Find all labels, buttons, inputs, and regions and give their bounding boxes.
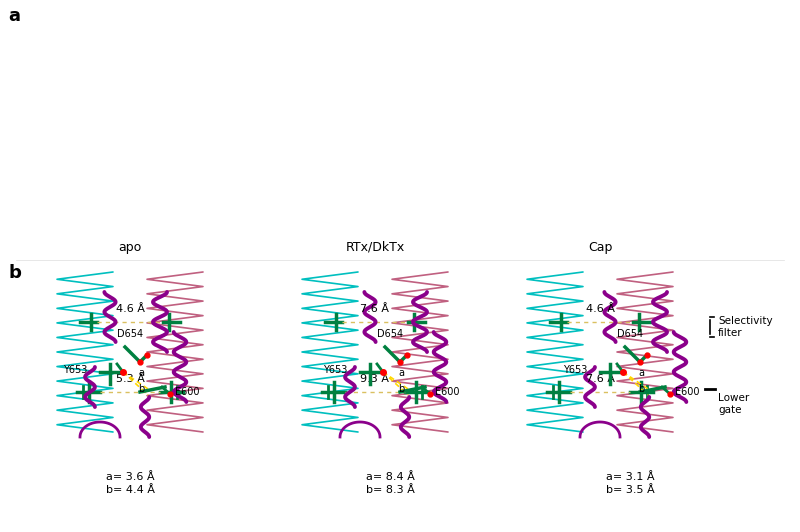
Text: b: b (138, 384, 145, 394)
Text: RTx/DkTx: RTx/DkTx (346, 241, 405, 254)
Text: b: b (8, 264, 21, 282)
Text: 9.3 Å: 9.3 Å (361, 374, 390, 384)
Text: a: a (138, 368, 145, 378)
Text: apo: apo (118, 241, 142, 254)
Text: Selectivity
filter: Selectivity filter (718, 316, 773, 338)
Text: 7.6 Å: 7.6 Å (361, 304, 390, 314)
Text: a: a (638, 368, 645, 378)
Text: Y653: Y653 (62, 365, 87, 375)
Text: 5.3 Å: 5.3 Å (115, 374, 145, 384)
Text: Lower
gate: Lower gate (718, 393, 750, 414)
Text: b= 4.4 Å: b= 4.4 Å (106, 485, 154, 495)
Text: Y653: Y653 (322, 365, 347, 375)
Text: b= 3.5 Å: b= 3.5 Å (606, 485, 654, 495)
Text: D654: D654 (617, 329, 643, 339)
Text: 4.6 Å: 4.6 Å (586, 304, 614, 314)
Text: a= 3.1 Å: a= 3.1 Å (606, 472, 654, 482)
Text: b= 8.3 Å: b= 8.3 Å (366, 485, 414, 495)
Text: E600: E600 (675, 387, 699, 397)
Text: E600: E600 (435, 387, 459, 397)
Text: a= 3.6 Å: a= 3.6 Å (106, 472, 154, 482)
Text: D654: D654 (117, 329, 143, 339)
Text: 7.6 Å: 7.6 Å (586, 374, 614, 384)
Text: D654: D654 (377, 329, 403, 339)
Text: a: a (8, 7, 20, 25)
Text: a= 8.4 Å: a= 8.4 Å (366, 472, 414, 482)
Text: Y653: Y653 (562, 365, 587, 375)
Text: 4.6 Å: 4.6 Å (115, 304, 145, 314)
Text: E600: E600 (175, 387, 199, 397)
Text: a: a (398, 368, 405, 378)
Text: b: b (398, 384, 405, 394)
Text: b: b (638, 384, 645, 394)
Text: Cap: Cap (588, 241, 612, 254)
